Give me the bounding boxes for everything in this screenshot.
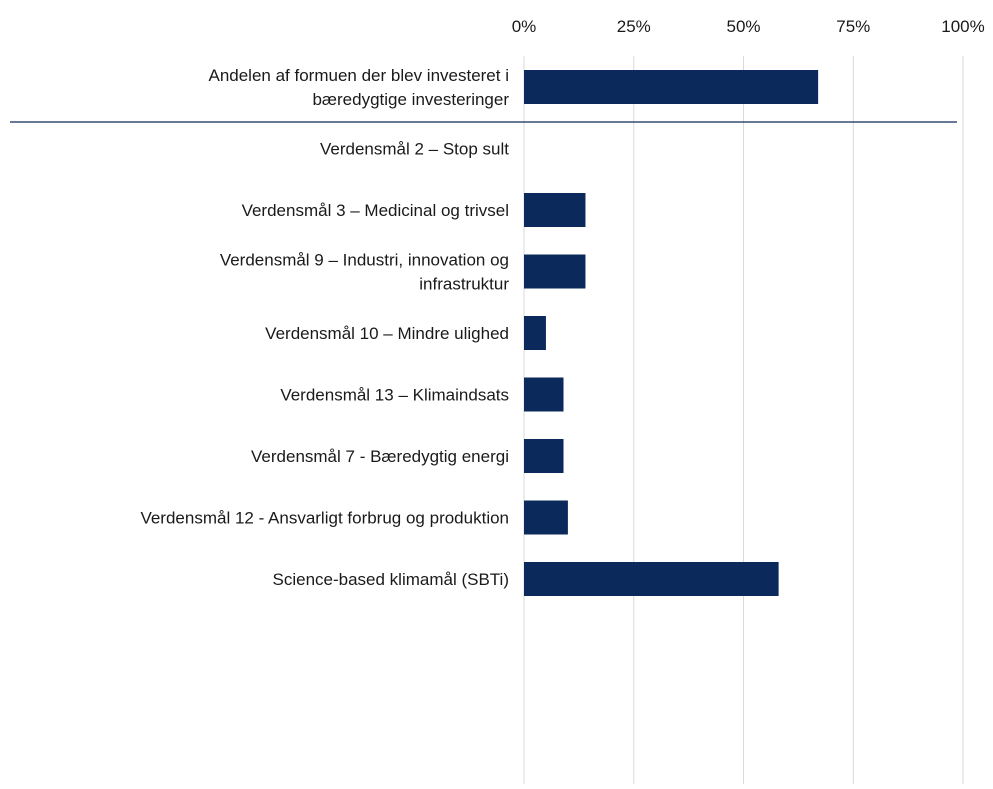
x-tick-label: 75% — [836, 17, 870, 36]
x-tick-label: 50% — [726, 17, 760, 36]
y-tick-label: Verdensmål 9 – Industri, innovation og in… — [220, 251, 510, 294]
x-tick-label: 100% — [941, 17, 984, 36]
y-tick-label: Andelen af formuen der blev investeret i… — [208, 66, 509, 109]
bar — [524, 316, 546, 350]
x-tick-label: 25% — [617, 17, 651, 36]
bar — [524, 254, 586, 289]
y-tick-label: Verdensmål 10 – Mindre ulighed — [265, 324, 509, 343]
y-tick-label: Verdensmål 13 – Klimaindsats — [280, 386, 509, 405]
bar — [524, 70, 819, 104]
y-tick-label: Science-based klimamål (SBTi) — [273, 570, 510, 589]
bar — [524, 193, 586, 227]
bar — [524, 562, 779, 596]
bar — [524, 500, 568, 535]
bar — [524, 377, 564, 412]
y-tick-label: Verdensmål 12 - Ansvarligt forbrug og pr… — [140, 509, 509, 528]
bar — [524, 439, 564, 473]
y-tick-label: Verdensmål 2 – Stop sult — [320, 140, 509, 159]
x-tick-label: 0% — [512, 17, 537, 36]
y-tick-label: Verdensmål 3 – Medicinal og trivsel — [242, 201, 509, 220]
y-tick-label: Verdensmål 7 - Bæredygtig energi — [251, 447, 509, 466]
